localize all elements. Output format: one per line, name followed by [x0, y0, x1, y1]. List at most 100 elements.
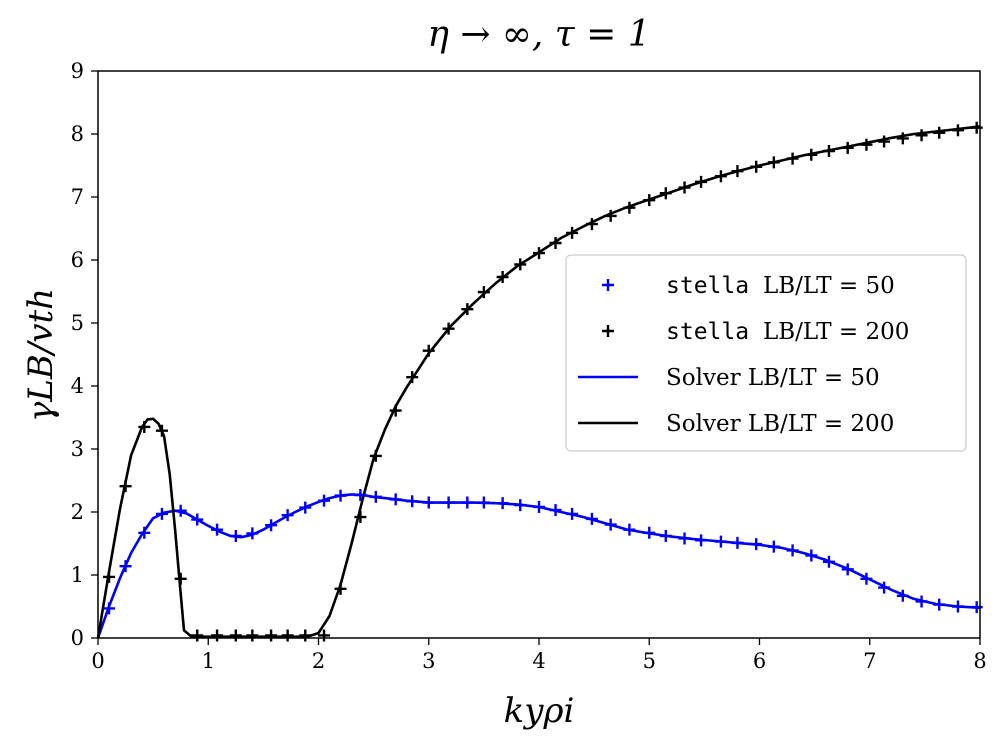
data-point	[281, 629, 294, 642]
legend-label: Solver LB/LT = 50	[666, 365, 880, 391]
data-point	[422, 344, 435, 357]
data-point	[191, 513, 204, 526]
x-tick-label: 8	[973, 649, 986, 673]
data-point	[750, 160, 763, 173]
data-point	[731, 536, 744, 549]
data-point	[970, 601, 983, 614]
y-axis-ticks: 0 1 2 3 4 5 6 7 8 9	[71, 59, 98, 650]
data-point	[786, 544, 799, 557]
data-point	[933, 598, 946, 611]
data-point	[246, 527, 259, 540]
data-point	[822, 145, 835, 158]
y-tick-label: 4	[71, 374, 84, 398]
data-point	[533, 247, 545, 260]
data-point	[299, 629, 312, 642]
data-point	[659, 187, 672, 200]
data-point	[805, 549, 818, 562]
data-point	[767, 540, 780, 553]
data-point	[461, 303, 474, 316]
data-point	[119, 480, 132, 493]
data-point	[119, 560, 132, 573]
data-point	[643, 526, 656, 539]
data-point	[566, 507, 579, 520]
legend-label: Solver LB/LT = 200	[666, 411, 894, 437]
data-point	[678, 532, 691, 545]
data-point	[731, 165, 744, 178]
data-point	[477, 286, 490, 299]
data-point	[678, 181, 691, 194]
data-point	[229, 529, 242, 542]
x-tick-label: 7	[863, 649, 876, 673]
data-point	[442, 496, 455, 509]
data-point	[860, 572, 873, 585]
data-point	[389, 493, 402, 506]
data-point	[334, 582, 347, 595]
legend-marker	[602, 279, 614, 291]
data-point	[155, 507, 168, 520]
data-point	[174, 572, 187, 585]
data-point	[138, 420, 151, 433]
data-point	[750, 538, 763, 551]
data-point	[767, 156, 780, 169]
data-point	[354, 511, 367, 524]
data-point	[549, 504, 562, 517]
legend-marker	[602, 325, 614, 337]
data-point	[155, 424, 168, 437]
legend-label: stella LB/LT = 50	[666, 273, 895, 299]
data-point	[604, 209, 617, 222]
data-point	[533, 500, 545, 513]
data-point	[970, 121, 983, 134]
data-point	[805, 148, 818, 161]
x-tick-label: 3	[422, 649, 435, 673]
data-point	[896, 132, 909, 145]
x-tick-label: 6	[753, 649, 766, 673]
x-tick-label: 2	[312, 649, 325, 673]
data-point	[246, 629, 259, 642]
y-tick-label: 1	[71, 563, 84, 587]
y-tick-label: 5	[71, 311, 84, 335]
data-point	[211, 629, 224, 642]
data-point	[103, 570, 116, 583]
data-point	[406, 371, 419, 384]
data-point	[841, 141, 854, 154]
x-tick-label: 1	[202, 649, 215, 673]
data-point	[211, 523, 224, 536]
y-tick-label: 6	[71, 248, 84, 272]
data-point	[585, 218, 598, 231]
data-point	[951, 124, 964, 137]
data-point	[549, 236, 562, 249]
data-point	[604, 518, 617, 531]
data-point	[461, 496, 474, 509]
data-point	[623, 523, 636, 536]
data-point	[442, 322, 455, 335]
data-point	[786, 152, 799, 165]
x-tick-label: 5	[643, 649, 656, 673]
data-point	[229, 629, 242, 642]
data-point	[354, 488, 367, 501]
data-point	[514, 499, 527, 512]
data-point	[318, 494, 331, 507]
data-point	[265, 519, 278, 532]
y-tick-label: 2	[71, 500, 84, 524]
y-tick-label: 0	[71, 626, 84, 650]
data-point	[822, 555, 835, 568]
data-point	[422, 496, 435, 509]
plot-area	[96, 121, 983, 642]
data-point	[878, 135, 891, 148]
data-point	[103, 602, 116, 615]
data-point	[860, 138, 873, 151]
x-tick-label: 0	[91, 649, 104, 673]
data-point	[643, 194, 656, 207]
data-point	[281, 509, 294, 522]
data-point	[477, 496, 490, 509]
data-point	[265, 629, 278, 642]
y-axis-label: γLB/vth	[21, 288, 61, 422]
y-tick-label: 8	[71, 122, 84, 146]
data-point	[369, 490, 382, 503]
data-point	[695, 534, 708, 547]
data-point	[174, 504, 187, 517]
data-point	[878, 581, 891, 594]
data-point	[514, 258, 527, 271]
data-point	[566, 226, 579, 239]
data-point	[896, 589, 909, 602]
